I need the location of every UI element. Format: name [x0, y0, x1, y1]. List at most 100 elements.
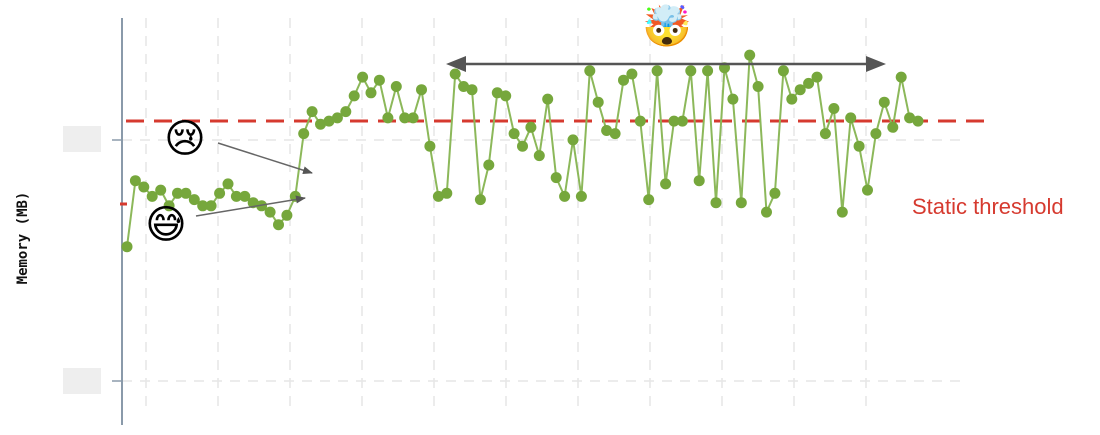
data-point [517, 140, 528, 152]
data-point [424, 140, 436, 152]
data-point [458, 81, 470, 92]
data-point [727, 93, 739, 105]
data-point [306, 106, 318, 118]
data-point [331, 112, 343, 124]
sad-face-icon: 😢 [164, 116, 206, 162]
data-point [500, 90, 512, 102]
exploding-head-icon: 🤯 [642, 3, 692, 50]
data-point [845, 112, 857, 124]
data-point [752, 81, 764, 92]
data-point [188, 194, 200, 206]
data-point [373, 74, 385, 86]
data-point [315, 118, 326, 130]
data-point [155, 184, 167, 196]
data-point [702, 65, 714, 77]
data-point [542, 93, 554, 105]
data-point [786, 93, 798, 105]
data-points [121, 49, 924, 253]
data-point [819, 128, 831, 140]
data-point [643, 194, 655, 206]
data-point [121, 241, 133, 253]
data-point [348, 90, 360, 102]
data-point [525, 121, 537, 133]
data-point [693, 175, 705, 187]
data-point [129, 175, 141, 187]
data-point [735, 197, 747, 209]
data-point [794, 84, 806, 96]
data-point [365, 87, 377, 99]
data-point [618, 74, 629, 86]
data-point [862, 184, 873, 196]
data-point [407, 112, 419, 124]
data-point [887, 121, 899, 133]
data-point [710, 197, 722, 209]
data-point [416, 84, 427, 96]
data-point [474, 194, 486, 206]
data-point [836, 206, 848, 218]
data-point [550, 172, 562, 184]
y-tick-label-lower-redacted [63, 368, 101, 394]
sweat-smile-face-icon: 😅 [145, 202, 187, 248]
data-point [205, 200, 217, 212]
data-point [567, 134, 579, 146]
data-point [466, 84, 478, 96]
data-point [769, 187, 781, 199]
data-point [483, 159, 495, 171]
data-point [180, 187, 192, 199]
data-point [323, 115, 335, 127]
data-point [264, 206, 276, 218]
range-arrow-right-head [866, 56, 886, 72]
data-point [163, 200, 175, 212]
sweat-smile-arrow [195, 195, 306, 217]
data-point [491, 87, 503, 99]
data-point [651, 65, 663, 77]
data-point [660, 178, 672, 190]
data-point [878, 96, 890, 108]
data-point [449, 68, 461, 80]
data-point [230, 190, 242, 202]
data-point [634, 115, 646, 127]
data-point [172, 187, 183, 199]
data-point [239, 190, 251, 202]
data-point [777, 65, 789, 77]
grid [122, 18, 960, 412]
data-point [197, 200, 209, 212]
data-point [399, 112, 411, 124]
data-point [281, 209, 293, 221]
data-point [744, 49, 756, 61]
data-point [668, 115, 680, 127]
data-point [508, 128, 520, 140]
range-arrow-left-head [446, 56, 466, 72]
data-point [592, 96, 604, 108]
data-point [584, 65, 596, 77]
data-point [357, 71, 369, 83]
data-point [559, 190, 571, 202]
data-point [912, 115, 924, 127]
data-point [803, 77, 815, 89]
data-point [533, 150, 545, 162]
data-point [382, 112, 394, 124]
data-point [273, 219, 284, 231]
data-point [298, 128, 310, 140]
data-point [432, 190, 444, 202]
threshold-label: Static threshold [912, 194, 1064, 219]
data-point [146, 190, 158, 202]
data-point [811, 71, 823, 83]
data-point [626, 68, 638, 80]
data-point [138, 181, 150, 193]
data-point [676, 115, 688, 127]
data-point [441, 187, 453, 199]
data-point [853, 140, 865, 152]
data-point [214, 187, 226, 199]
y-axis-label: Memory (MB) [15, 192, 31, 285]
data-point [575, 190, 587, 202]
data-point [340, 106, 352, 118]
data-point [870, 128, 882, 140]
data-point [222, 178, 234, 190]
data-point [828, 103, 840, 114]
data-point [904, 112, 916, 124]
data-point [895, 71, 907, 83]
data-point [601, 125, 613, 136]
data-point [390, 81, 402, 92]
